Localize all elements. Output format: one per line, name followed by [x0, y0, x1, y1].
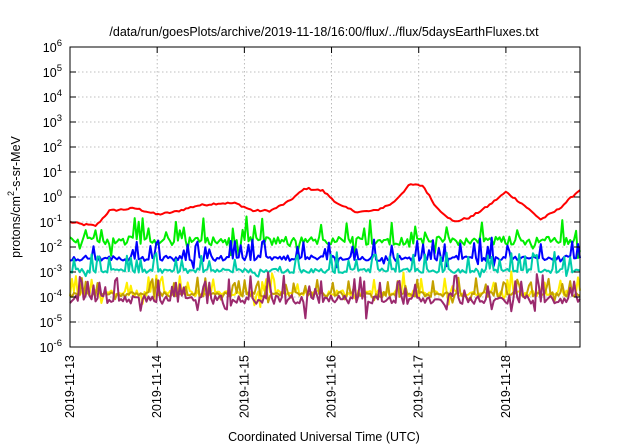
series-line-1: [69, 183, 581, 227]
x-tick-label: 2019-11-13: [63, 355, 77, 418]
y-tick-label: 100: [43, 188, 62, 205]
y-tick-label: 10-4: [40, 288, 62, 305]
series-line-4: [69, 251, 581, 278]
y-tick-label: 101: [43, 163, 62, 180]
x-tick-label: 2019-11-17: [412, 355, 426, 418]
y-tick-label: 104: [43, 88, 62, 105]
y-tick-label: 10-5: [40, 313, 62, 330]
x-tick-label: 2019-11-15: [237, 355, 251, 418]
series-line-6: [69, 276, 581, 304]
data-series: [69, 183, 581, 320]
y-tick-label: 106: [43, 38, 62, 55]
x-axis-ticks: 2019-11-13 2019-11-14 2019-11-15 2019-11-16…: [63, 47, 513, 418]
y-tick-label: 10-1: [40, 213, 62, 230]
y-tick-label: 10-3: [40, 263, 62, 280]
series-line-7: [69, 271, 581, 320]
series-line-3: [69, 236, 581, 270]
y-tick-label: 105: [43, 63, 62, 80]
y-axis-ticks: 10-6 10-5 10-4 10-3 10-2 10-1 100 101 102 103 104 1…: [40, 38, 580, 355]
x-tick-label: 2019-11-16: [325, 355, 339, 418]
series-line-2: [69, 215, 581, 259]
x-tick-label: 2019-11-18: [499, 355, 513, 418]
y-tick-label: 10-2: [40, 238, 62, 255]
x-axis-label: Coordinated Universal Time (UTC): [228, 430, 420, 444]
y-tick-label: 102: [43, 138, 62, 155]
y-tick-label: 10-6: [40, 338, 62, 355]
x-tick-label: 2019-11-14: [150, 355, 164, 418]
y-tick-label: 103: [43, 113, 62, 130]
y-axis-label: protons/cm2-s-sr-MeV: [6, 135, 23, 257]
chart-title: /data/run/goesPlots/archive/2019-11-18/1…: [109, 25, 539, 39]
